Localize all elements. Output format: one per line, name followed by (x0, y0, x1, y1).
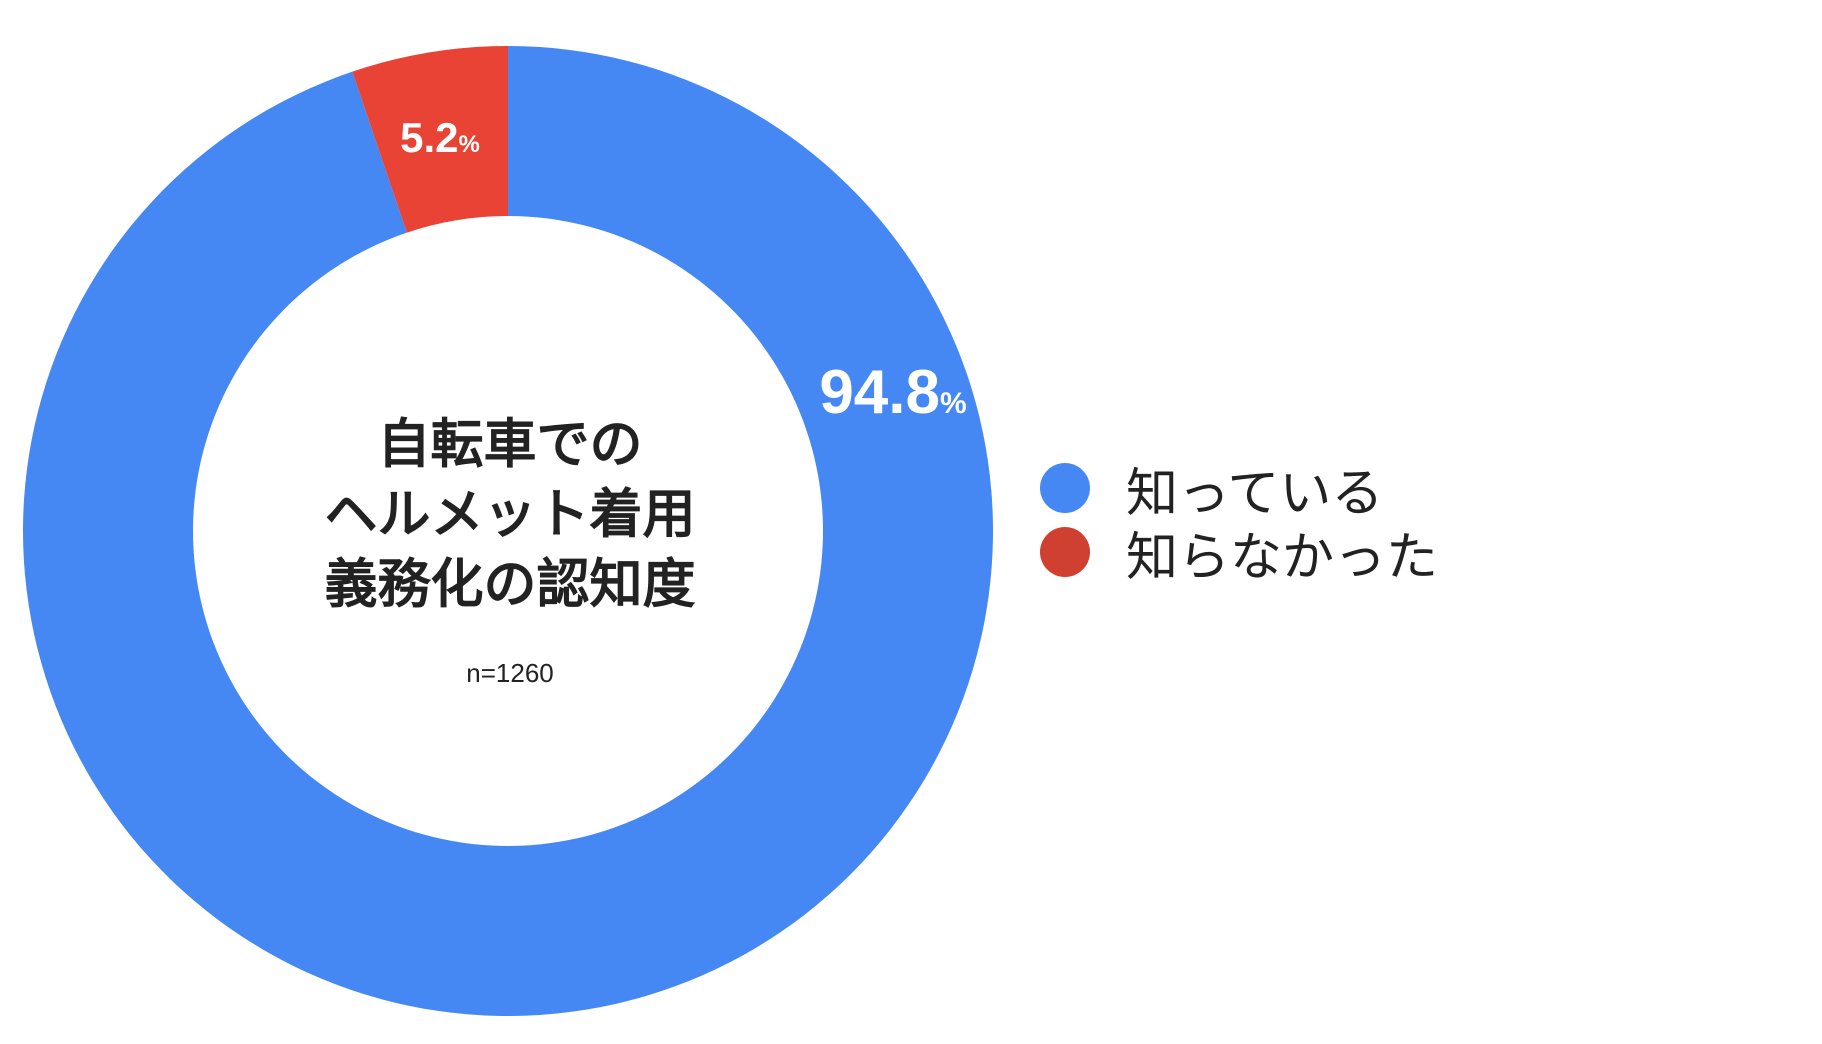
slice-label-unknown: 5.2% (400, 114, 480, 161)
chart-title: 自転車での ヘルメット着用 義務化の認知度 (210, 410, 810, 620)
legend-label-unknown: 知らなかった (1126, 527, 1439, 588)
chart-title-line-1: 自転車での (377, 414, 643, 475)
chart-title-line-3: 義務化の認知度 (324, 554, 696, 615)
legend-item-unknown: 知らなかった (1040, 520, 1438, 588)
legend-swatch-known (1040, 463, 1090, 513)
chart-title-line-2: ヘルメット着用 (324, 484, 696, 545)
slice-unit: % (459, 131, 480, 158)
legend-item-known: 知っている (1040, 456, 1438, 524)
slice-unit: % (940, 387, 967, 420)
slice-value: 94.8 (819, 358, 940, 427)
sample-size: n=1260 (466, 658, 554, 688)
legend: 知っている 知らなかった (1040, 456, 1438, 588)
slice-unknown (352, 46, 508, 233)
slice-label-known: 94.8% (819, 358, 966, 427)
legend-label-known: 知っている (1126, 463, 1384, 524)
legend-swatch-unknown (1040, 527, 1090, 577)
donut-chart-svg: 94.8%5.2% (23, 46, 994, 1016)
slice-value: 5.2 (400, 114, 458, 161)
slice-known (23, 46, 994, 1016)
